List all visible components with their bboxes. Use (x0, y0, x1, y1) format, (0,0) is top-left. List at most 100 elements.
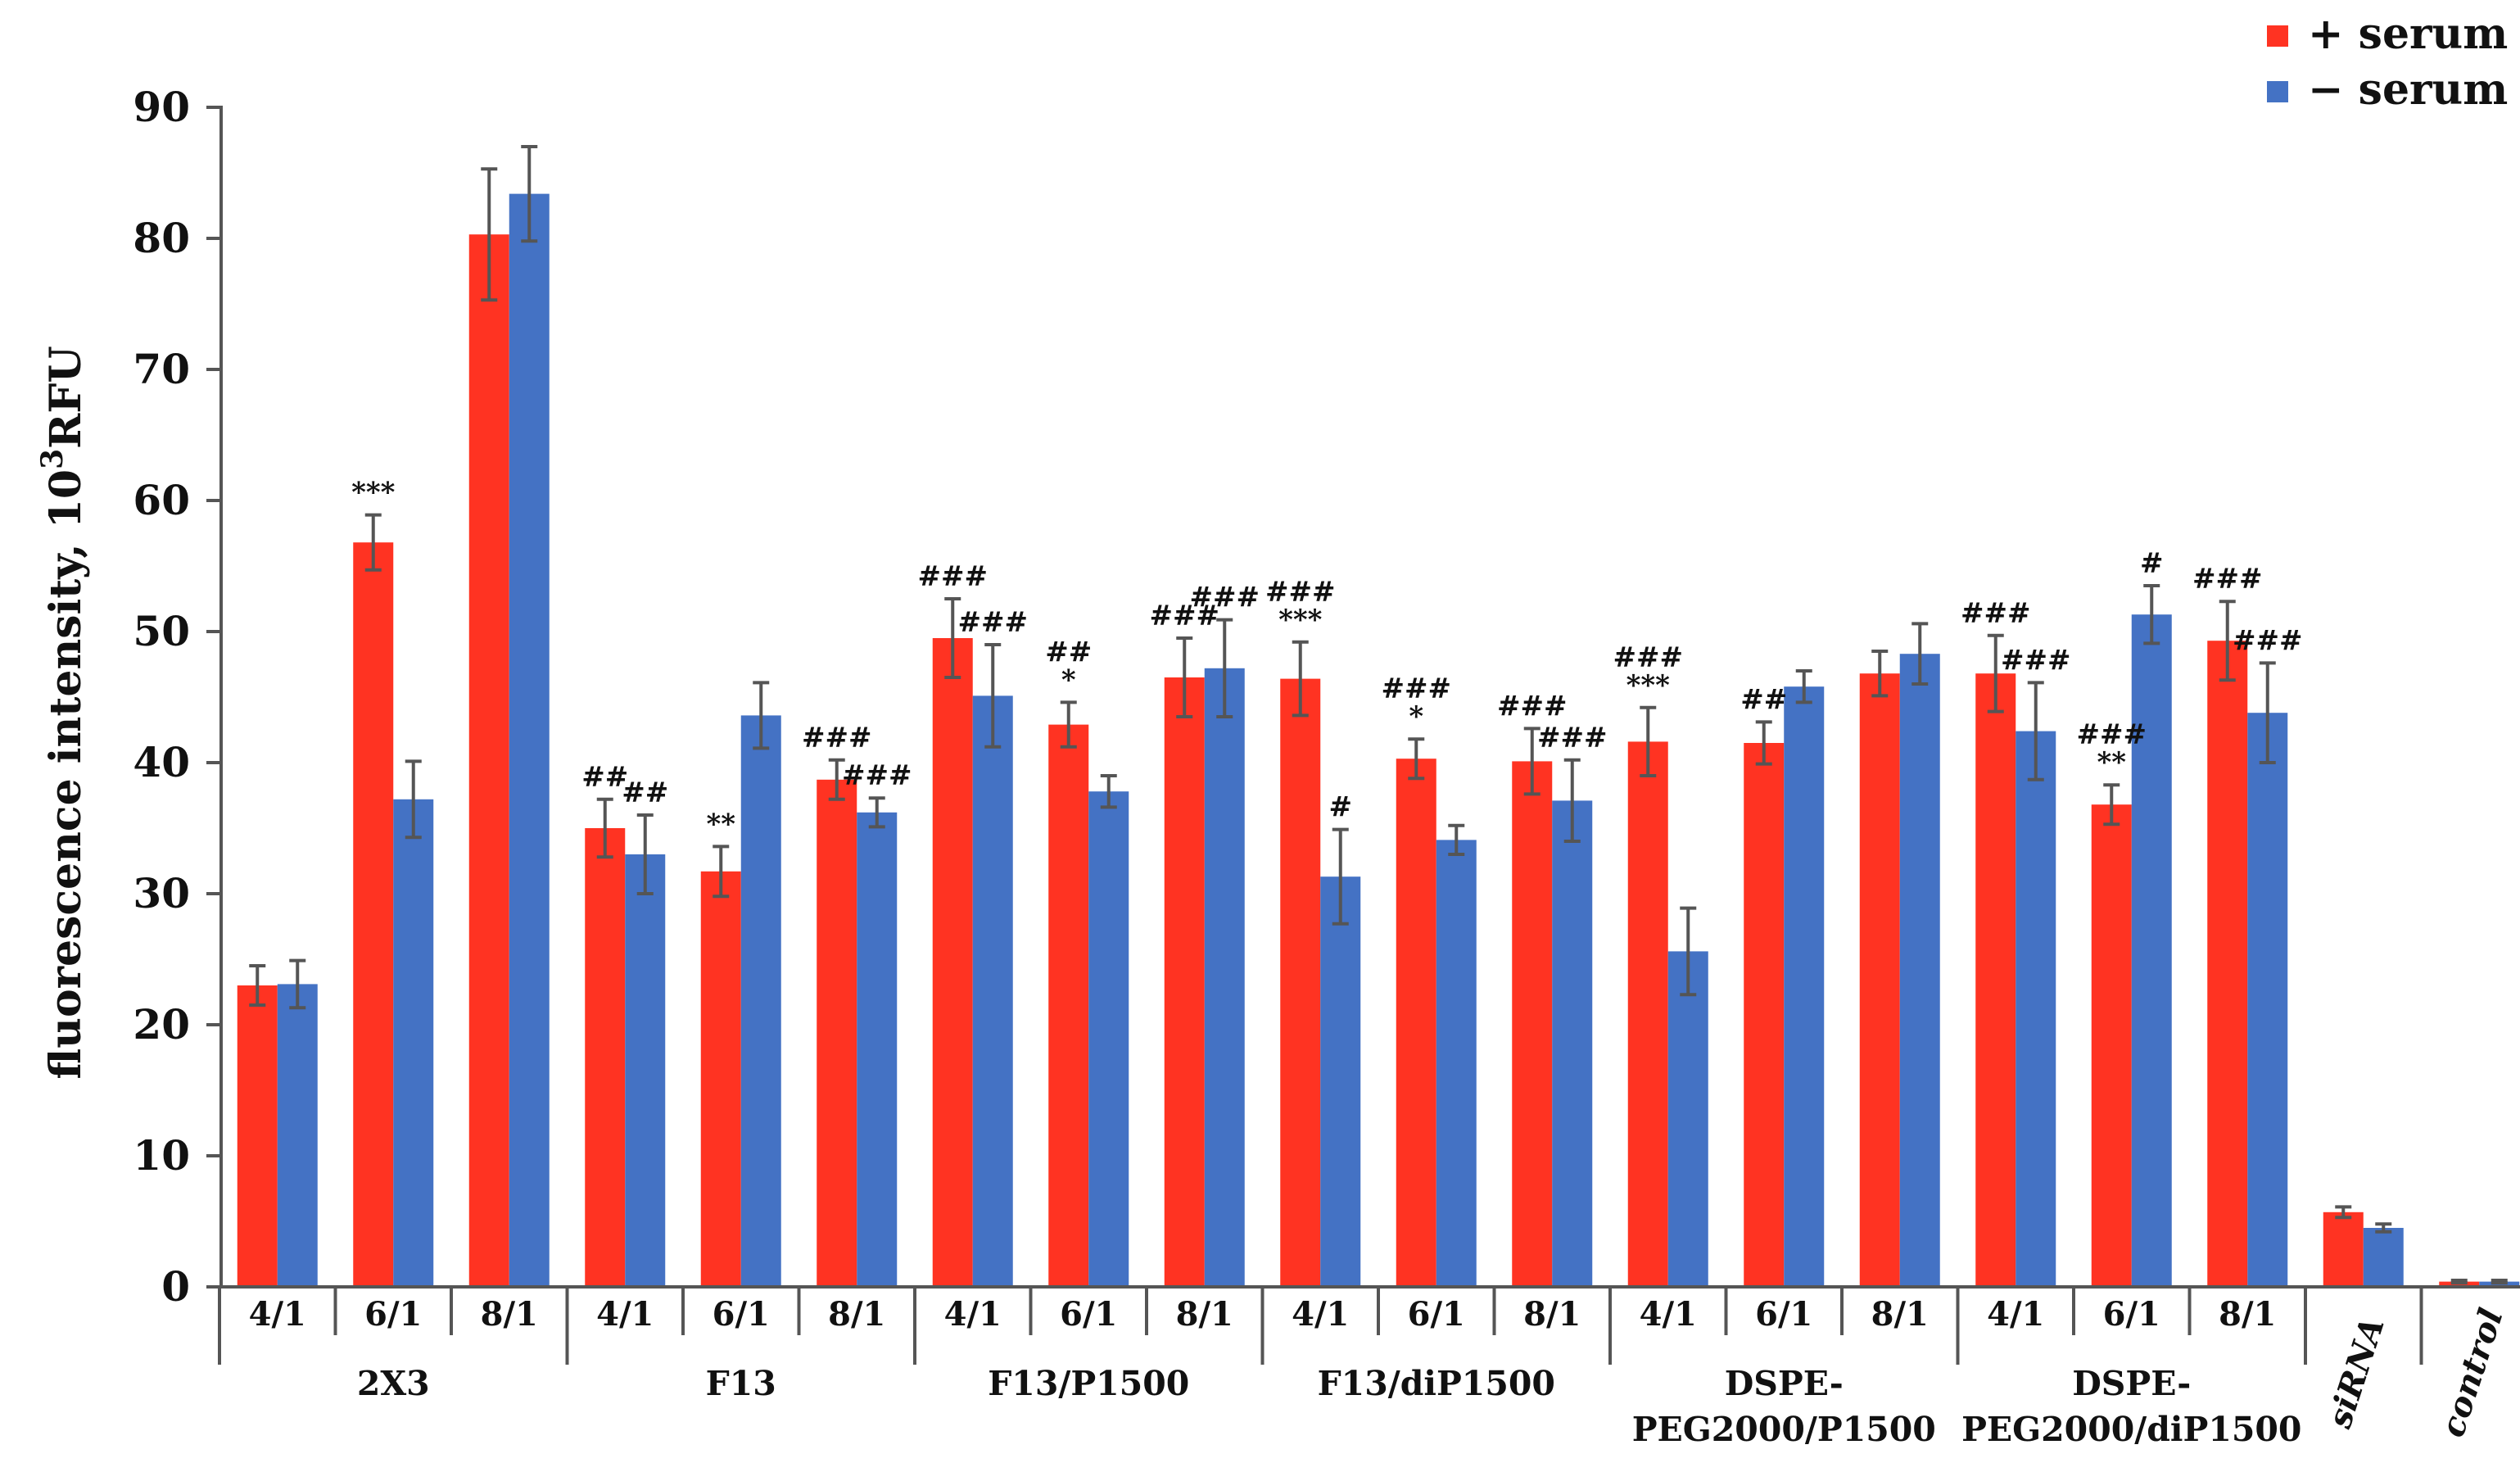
significance-marker: ## (1740, 683, 1787, 716)
bar-minus-serum (509, 193, 550, 1288)
significance-marker: # (2140, 547, 2164, 580)
y-axis-title-unit: RFU (41, 346, 91, 448)
y-tick-label: 90 (133, 83, 190, 131)
x-group-label: DSPE- (1725, 1364, 1844, 1403)
bar-plus-serum (1396, 759, 1436, 1287)
x-category-label: 8/1 (1176, 1295, 1233, 1334)
bar-plus-serum (1744, 743, 1785, 1287)
bar-minus-serum (857, 812, 898, 1287)
y-tick-label: 80 (133, 214, 190, 262)
significance-marker: *** (1278, 604, 1323, 636)
x-category-label: 4/1 (944, 1295, 1002, 1334)
x-category-label: 4/1 (1987, 1295, 2044, 1334)
x-group-label: F13/P1500 (988, 1364, 1189, 1403)
significance-marker: * (1061, 664, 1076, 696)
bar-minus-serum (1204, 668, 1245, 1287)
y-axis-title-main: fluorescence intensity, 10 (41, 469, 91, 1080)
legend-swatch-minus-serum (2267, 81, 2288, 102)
y-axis-title-superscript: 3 (35, 449, 70, 469)
significance-marker: ### (1190, 582, 1260, 614)
significance-marker: ** (706, 808, 735, 840)
significance-marker: ** (2097, 746, 2126, 779)
x-category-label: 4/1 (596, 1295, 654, 1334)
significance-marker: ### (2077, 718, 2147, 751)
significance-marker: ### (1150, 600, 1219, 632)
bar-minus-serum (972, 695, 1013, 1287)
bar-minus-serum (1784, 686, 1825, 1287)
significance-marker: ## (622, 777, 668, 809)
bar-plus-serum (817, 779, 857, 1287)
bar-minus-serum (1667, 951, 1708, 1287)
bar-minus-serum (277, 984, 318, 1287)
x-category-label: 8/1 (481, 1295, 538, 1334)
bar-minus-serum (625, 854, 666, 1287)
bar-plus-serum (1627, 741, 1668, 1287)
error-bars (249, 145, 2508, 1285)
x-category-label: 6/1 (1755, 1295, 1812, 1334)
x-category-label: 8/1 (828, 1295, 885, 1334)
bar-minus-serum (2247, 713, 2288, 1287)
significance-marker: ### (1265, 576, 1335, 609)
y-tick-label: 40 (133, 738, 190, 786)
y-axis: 0 10 20 30 40 50 60 70 80 90 (133, 83, 223, 1311)
bar-plus-serum (585, 828, 626, 1287)
bar-minus-serum (740, 715, 781, 1287)
x-group-label: DSPE- (2072, 1364, 2191, 1403)
significance-annotations: ***####**############*########***####*##… (351, 477, 2302, 841)
y-tick-label: 30 (133, 869, 190, 917)
significance-marker: ## (581, 761, 628, 794)
bar-plus-serum (1975, 673, 2016, 1287)
significance-marker: ### (842, 759, 912, 792)
x-category-label: 6/1 (713, 1295, 770, 1334)
significance-marker: *** (351, 477, 396, 510)
x-category-label: 4/1 (1292, 1295, 1349, 1334)
bar-minus-serum (1552, 800, 1593, 1287)
significance-marker: ### (918, 560, 988, 593)
bar-plus-serum (1512, 761, 1553, 1287)
x-category-label: 8/1 (1871, 1295, 1929, 1334)
bar-plus-serum (932, 638, 973, 1287)
x-category-label: 6/1 (2103, 1295, 2160, 1334)
bar-minus-serum (1899, 654, 1940, 1287)
x-category-label: siRNA (2320, 1313, 2392, 1433)
legend-label: + serum (2308, 9, 2508, 59)
y-axis-title: fluorescence intensity, 103RFU (35, 346, 91, 1079)
legend-swatch-plus-serum (2267, 25, 2288, 47)
significance-marker: ### (1537, 722, 1607, 754)
significance-marker: ## (1045, 636, 1092, 668)
significance-marker: ### (1382, 673, 1451, 705)
y-tick-label: 0 (161, 1262, 190, 1311)
bar-minus-serum (2363, 1228, 2404, 1287)
bar-plus-serum (353, 542, 394, 1287)
x-group-label: PEG2000/P1500 (1632, 1410, 1936, 1449)
significance-marker: ### (958, 606, 1028, 639)
bar-plus-serum (1280, 678, 1321, 1287)
bar-plus-serum (2207, 641, 2248, 1287)
bar-minus-serum (2131, 614, 2172, 1287)
y-tick-label: 70 (133, 345, 190, 393)
y-tick-label: 10 (133, 1131, 190, 1180)
significance-marker: ### (1497, 690, 1567, 722)
bar-plus-serum (237, 985, 278, 1287)
bar-minus-serum (393, 799, 434, 1287)
y-tick-label: 60 (133, 476, 190, 524)
x-category-label: control (2433, 1304, 2511, 1442)
bar-minus-serum (1088, 791, 1129, 1287)
bars (237, 193, 2520, 1288)
x-category-label: 6/1 (1060, 1295, 1117, 1334)
significance-marker: # (1329, 791, 1353, 824)
x-category-label: 6/1 (1408, 1295, 1465, 1334)
bar-minus-serum (1436, 840, 1477, 1287)
significance-marker: * (1409, 700, 1423, 733)
x-group-label: F13 (706, 1364, 776, 1403)
x-category-label: 4/1 (1640, 1295, 1697, 1334)
legend-label: − serum (2308, 65, 2508, 115)
legend: + serum − serum (2267, 9, 2508, 115)
bar-plus-serum (1164, 677, 1205, 1287)
bar-plus-serum (700, 871, 741, 1287)
significance-marker: ### (1613, 641, 1683, 674)
bar-plus-serum (1048, 724, 1089, 1287)
bar-plus-serum (2323, 1212, 2364, 1287)
y-tick-label: 50 (133, 607, 190, 655)
x-group-label: 2X3 (357, 1364, 430, 1403)
